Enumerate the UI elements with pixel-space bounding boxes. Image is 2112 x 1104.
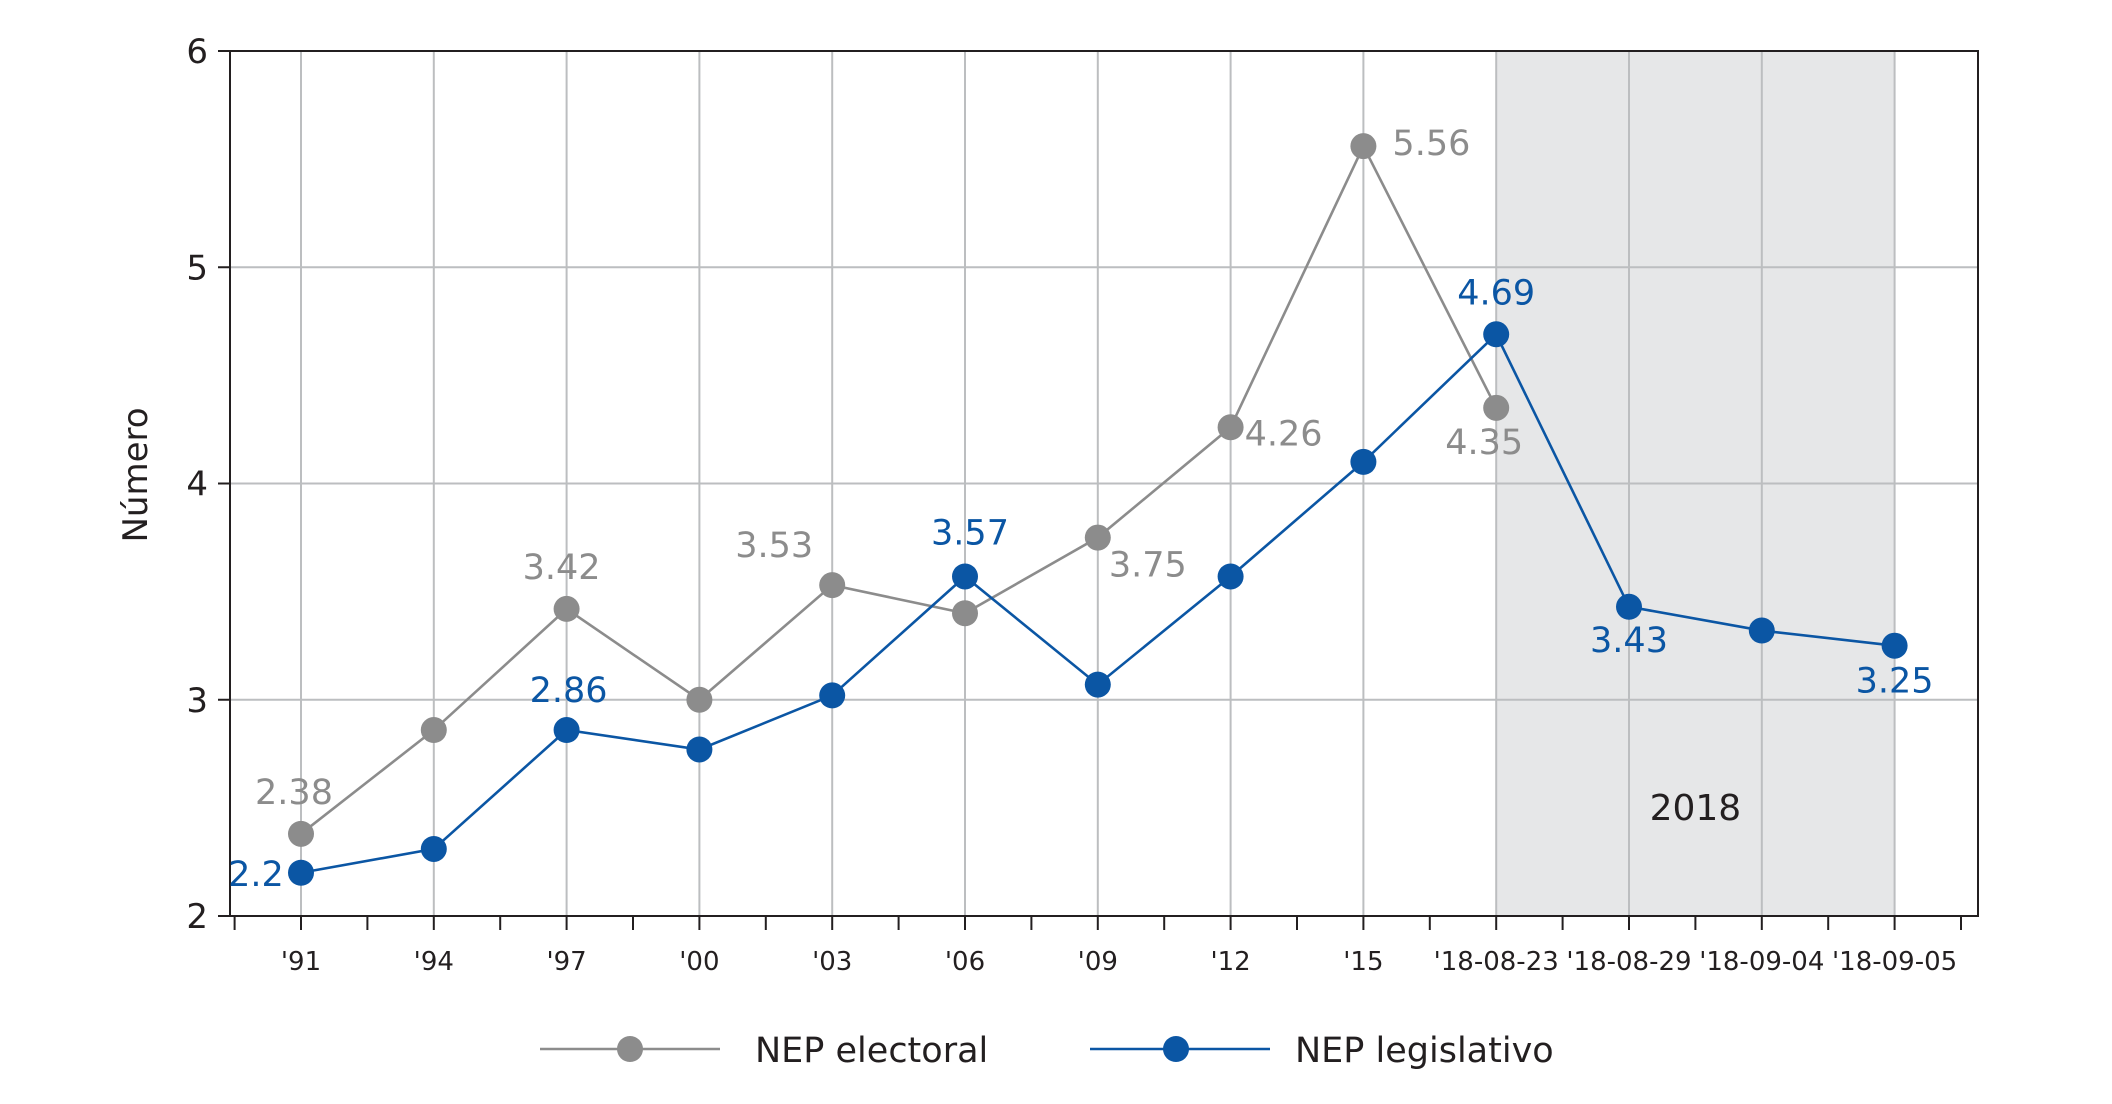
x-tick-label: '12 bbox=[1210, 947, 1250, 977]
x-tick-label: '18-08-23 bbox=[1434, 947, 1559, 977]
x-tick-label: '15 bbox=[1343, 947, 1383, 977]
x-tick-label: '18-09-05 bbox=[1832, 947, 1957, 977]
data-label: 2.86 bbox=[530, 671, 608, 711]
data-point bbox=[553, 595, 580, 622]
y-tick-label: 6 bbox=[186, 32, 208, 72]
data-point bbox=[288, 820, 314, 847]
data-point bbox=[1350, 133, 1377, 160]
data-point bbox=[288, 859, 314, 886]
y-axis-title: Número bbox=[116, 407, 156, 542]
x-tick-label: '09 bbox=[1078, 947, 1118, 977]
x-tick-label: '06 bbox=[945, 947, 985, 977]
data-point bbox=[420, 835, 447, 862]
legend-swatch-marker bbox=[617, 1036, 643, 1062]
data-point bbox=[1217, 563, 1244, 590]
data-label: 4.35 bbox=[1445, 423, 1523, 463]
data-point bbox=[819, 682, 846, 709]
data-label: 3.75 bbox=[1109, 546, 1187, 586]
data-label: 3.42 bbox=[523, 548, 601, 588]
legend-item-legislativo: NEP legislativo bbox=[1090, 1031, 1554, 1071]
data-label: 3.25 bbox=[1856, 662, 1934, 702]
data-label: 4.69 bbox=[1457, 273, 1535, 313]
y-tick-label: 4 bbox=[186, 465, 208, 505]
data-point bbox=[952, 600, 978, 627]
x-tick-label: '18-08-29 bbox=[1566, 947, 1691, 977]
data-point bbox=[1483, 394, 1510, 421]
y-tick-label: 2 bbox=[186, 897, 208, 937]
data-label: 5.56 bbox=[1392, 124, 1470, 164]
data-point bbox=[686, 736, 713, 763]
data-point bbox=[553, 717, 580, 744]
x-tick-label: '91 bbox=[281, 947, 321, 977]
legend-swatch-marker bbox=[1163, 1036, 1189, 1062]
x-tick-label: '00 bbox=[679, 947, 719, 977]
data-point bbox=[1483, 321, 1510, 348]
data-label: 3.53 bbox=[735, 526, 813, 566]
data-label: 2.2 bbox=[228, 855, 284, 895]
series-layer: 2.38 3.42 3.53 3.75 4.26 5.56 4.35 2.2 2.86 3.57 4… bbox=[228, 124, 1933, 895]
x-tick-label: '03 bbox=[812, 947, 852, 977]
data-point bbox=[1084, 671, 1111, 698]
legend-item-electoral: NEP electoral bbox=[540, 1031, 988, 1071]
data-point bbox=[1881, 632, 1908, 659]
shaded-region-label: 2018 bbox=[1650, 788, 1742, 829]
data-point bbox=[1217, 414, 1244, 441]
data-point bbox=[686, 686, 713, 713]
legend: NEP electoral NEP legislativo bbox=[540, 1031, 1554, 1071]
data-label: 3.57 bbox=[931, 513, 1009, 553]
series-line bbox=[300, 143, 1498, 835]
y-tick-label: 5 bbox=[186, 248, 208, 288]
series-nep-electoral: 2.38 3.42 3.53 3.75 4.26 5.56 4.35 bbox=[255, 124, 1523, 847]
axes: 2 3 4 5 6 '91 '94 '97 '00 '03 '06 '09 '12 '15 '18-08-2… bbox=[186, 32, 1962, 977]
data-point bbox=[1616, 593, 1642, 620]
legend-label: NEP legislativo bbox=[1295, 1031, 1554, 1071]
data-label: 2.38 bbox=[255, 773, 333, 813]
data-point bbox=[1748, 617, 1775, 644]
y-tick-label: 3 bbox=[186, 681, 208, 721]
data-point bbox=[819, 572, 846, 599]
data-point bbox=[952, 563, 978, 590]
x-tick-label: '97 bbox=[546, 947, 586, 977]
x-tick-label: '94 bbox=[414, 947, 454, 977]
data-point bbox=[1350, 448, 1377, 475]
x-tick-label: '18-09-04 bbox=[1699, 947, 1824, 977]
data-point bbox=[1084, 524, 1111, 551]
data-label: 3.43 bbox=[1590, 621, 1668, 661]
legend-label: NEP electoral bbox=[755, 1031, 988, 1071]
data-label: 4.26 bbox=[1245, 414, 1323, 454]
data-point bbox=[420, 717, 447, 744]
series-nep-legislativo: 2.2 2.86 3.57 4.69 3.43 3.25 bbox=[228, 273, 1933, 894]
